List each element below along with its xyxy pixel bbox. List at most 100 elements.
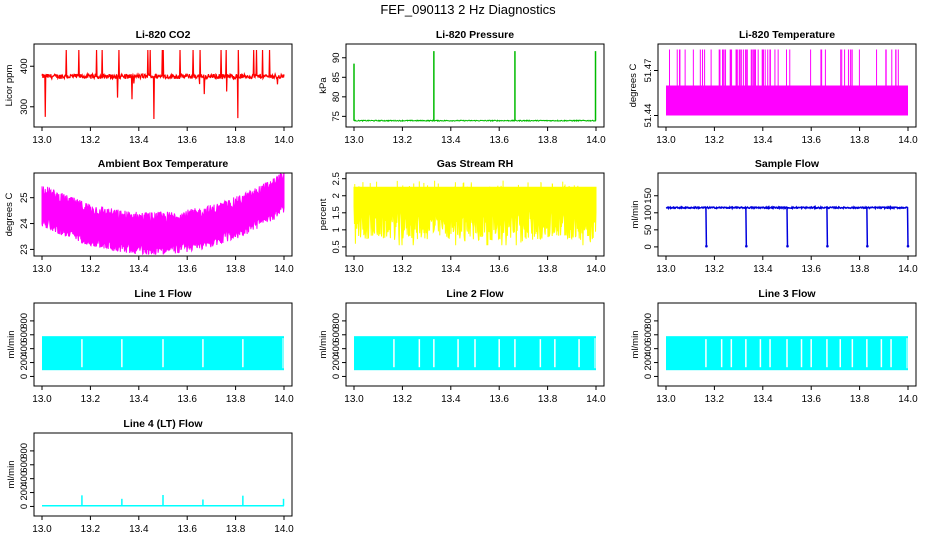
y-axis-label: degrees C (4, 192, 15, 236)
x-tick-label: 14.0 (274, 135, 294, 146)
x-tick-label: 13.0 (344, 394, 364, 405)
x-tick-label: 13.8 (850, 135, 870, 146)
x-tick-label: 13.2 (393, 394, 413, 405)
x-tick-label: 13.4 (129, 264, 149, 275)
y-axis-label: degrees C (628, 63, 639, 107)
x-tick-label: 14.0 (898, 135, 918, 146)
sample-flow-point (866, 245, 869, 248)
temperature-band (666, 86, 908, 116)
x-tick-label: 13.8 (226, 135, 246, 146)
data-series (354, 51, 596, 121)
pressure-line (354, 120, 596, 121)
x-tick-label: 14.0 (274, 394, 294, 405)
data-series (666, 207, 909, 248)
x-tick-label: 13.6 (177, 394, 197, 405)
y-axis-label: ml/min (318, 331, 329, 359)
data-series (42, 171, 284, 254)
y-tick-label: 2.5 (331, 172, 342, 185)
x-tick-label: 13.8 (226, 394, 246, 405)
y-axis-label: ml/min (6, 331, 17, 359)
x-tick-label: 13.0 (344, 264, 364, 275)
y-tick-label: 0 (19, 374, 30, 379)
sample-flow-point (786, 245, 789, 248)
data-series (42, 336, 284, 370)
chart-title: Line 3 Flow (758, 288, 816, 300)
x-tick-label: 13.2 (81, 524, 101, 535)
chart-title: Li-820 CO2 (136, 29, 191, 41)
y-tick-label: 25 (19, 192, 30, 203)
x-tick-label: 13.4 (129, 135, 149, 146)
y-tick-label: 800 (19, 313, 30, 329)
y-tick-label: 1 (331, 227, 342, 232)
y-axis-label: kPa (318, 77, 329, 94)
x-tick-label: 13.8 (538, 394, 558, 405)
x-tick-label: 13.0 (32, 394, 52, 405)
x-tick-label: 13.4 (441, 135, 461, 146)
y-tick-label: 100 (643, 205, 654, 221)
x-tick-label: 13.8 (226, 264, 246, 275)
y-tick-label: 0 (643, 244, 654, 249)
y-tick-label: 800 (331, 313, 342, 329)
x-tick-label: 13.8 (538, 135, 558, 146)
y-axis-label: percent (318, 198, 329, 230)
y-tick-label: 51.44 (643, 104, 654, 128)
x-tick-label: 13.4 (129, 394, 149, 405)
x-tick-label: 13.6 (489, 264, 509, 275)
y-tick-label: 0 (19, 504, 30, 509)
x-tick-label: 13.2 (705, 394, 725, 405)
data-series (666, 336, 908, 370)
rh-band (354, 187, 596, 245)
x-tick-label: 13.0 (32, 135, 52, 146)
y-tick-label: 85 (331, 72, 342, 83)
y-tick-label: 75 (331, 111, 342, 122)
x-tick-label: 13.6 (801, 394, 821, 405)
plot-frame (346, 44, 604, 127)
x-tick-label: 13.8 (850, 394, 870, 405)
x-tick-label: 14.0 (274, 524, 294, 535)
y-axis-label: ml/min (630, 331, 641, 359)
x-tick-label: 13.8 (226, 524, 246, 535)
x-tick-label: 14.0 (274, 264, 294, 275)
y-tick-label: 50 (643, 225, 654, 236)
data-series (354, 181, 596, 246)
chart-title: Line 2 Flow (446, 288, 504, 300)
y-tick-label: 24 (19, 218, 30, 229)
x-tick-label: 13.2 (81, 264, 101, 275)
y-tick-label: 23 (19, 244, 30, 255)
x-tick-label: 13.6 (177, 135, 197, 146)
x-tick-label: 14.0 (586, 264, 606, 275)
y-tick-label: 800 (643, 313, 654, 329)
y-tick-label: 51.47 (643, 59, 654, 83)
x-tick-label: 13.0 (344, 135, 364, 146)
x-tick-label: 13.6 (801, 135, 821, 146)
data-series (354, 336, 596, 370)
data-series (42, 495, 284, 506)
y-tick-label: 400 (19, 58, 30, 74)
y-tick-label: 800 (19, 443, 30, 459)
x-tick-label: 13.0 (32, 264, 52, 275)
x-tick-label: 14.0 (586, 135, 606, 146)
x-tick-label: 13.0 (656, 264, 676, 275)
y-tick-label: 80 (331, 92, 342, 103)
x-tick-label: 13.2 (705, 135, 725, 146)
x-tick-label: 13.4 (129, 524, 149, 535)
x-tick-label: 13.0 (32, 524, 52, 535)
chart-title: Li-820 Temperature (739, 29, 835, 41)
sample-flow-point (826, 245, 829, 248)
x-tick-label: 14.0 (898, 394, 918, 405)
x-tick-label: 13.2 (81, 135, 101, 146)
sample-flow-point (907, 245, 910, 248)
y-axis-label: Licor ppm (4, 65, 15, 107)
x-tick-label: 13.4 (441, 394, 461, 405)
x-tick-label: 13.2 (705, 264, 725, 275)
chart-title: Line 4 (LT) Flow (123, 418, 203, 430)
